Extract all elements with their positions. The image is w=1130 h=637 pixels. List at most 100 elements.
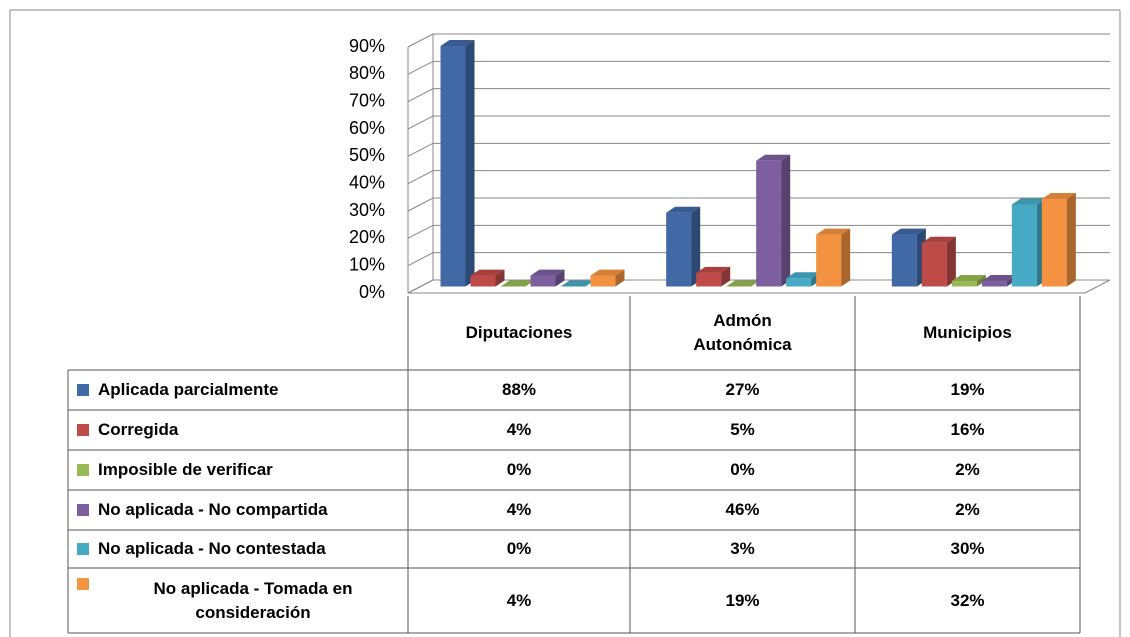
bar: [951, 281, 977, 287]
bar: [440, 45, 466, 287]
y-tick-label: 60%: [349, 118, 385, 138]
legend-key: [77, 384, 89, 396]
bar-top-shade: [816, 228, 851, 235]
value-label: 5%: [730, 420, 755, 439]
bar-top-shade: [1011, 198, 1046, 205]
legend-label: No aplicada - No contestada: [98, 539, 326, 558]
bar: [470, 275, 496, 287]
bar-side: [721, 266, 731, 287]
y-tick-label: 0%: [359, 282, 385, 302]
value-label: 19%: [950, 380, 985, 399]
y-tick-label: 20%: [349, 227, 385, 247]
bar-side: [691, 206, 701, 287]
bar-top: [696, 266, 731, 273]
value-label: 4%: [506, 420, 532, 439]
category-label: Diputaciones: [465, 323, 573, 342]
y-tick-label: 10%: [349, 254, 385, 274]
bar: [786, 278, 812, 287]
bar-side-shade: [1066, 193, 1076, 287]
value-label: 27%: [725, 380, 760, 399]
legend-key: [77, 504, 89, 516]
bar-side-shade: [946, 236, 956, 287]
bar-top-shade: [500, 280, 535, 287]
bar-side-shade: [781, 154, 791, 287]
value-label: 46%: [725, 500, 760, 519]
value-label: 3%: [730, 539, 755, 558]
bar-top-shade: [921, 236, 956, 243]
bar-top: [666, 206, 701, 213]
legend-label: No aplicada - Tomada en consideración: [153, 578, 353, 622]
bar: [816, 234, 842, 287]
bar-top: [726, 280, 761, 287]
bar-side: [946, 236, 956, 287]
legend-label: No aplicada - No compartida: [98, 500, 328, 519]
bar: [921, 242, 947, 287]
bar-top: [891, 228, 926, 235]
bar-top-shade: [1041, 193, 1076, 200]
bar: [590, 275, 616, 287]
bar-side: [976, 275, 986, 287]
bar-side: [495, 269, 505, 287]
value-label: 16%: [950, 420, 985, 439]
legend-key: [77, 543, 89, 555]
legend-key: [77, 578, 89, 590]
bar-top: [500, 280, 535, 287]
bar-top: [756, 154, 791, 161]
bar-side: [555, 269, 565, 287]
value-label: 2%: [955, 500, 980, 519]
bar-top: [530, 269, 565, 276]
bar-top: [440, 39, 475, 46]
y-tick-label: 40%: [349, 172, 385, 192]
value-label: 0%: [730, 460, 755, 479]
bar-top: [470, 269, 505, 276]
bar-top: [816, 228, 851, 235]
bar: [530, 275, 556, 287]
grid-line: [407, 142, 1110, 157]
bar-top: [1011, 198, 1046, 205]
bar-top-shade: [560, 280, 595, 287]
bar: [666, 212, 692, 287]
y-tick-label: 90%: [349, 36, 385, 56]
bar-top-shade: [981, 275, 1016, 282]
bar-side: [841, 228, 851, 287]
bar-top-shade: [786, 272, 821, 279]
bar-top: [560, 280, 595, 287]
bar-top: [786, 272, 821, 279]
bar-side-shade: [976, 275, 986, 287]
bar: [756, 160, 782, 287]
bar-side-shade: [841, 228, 851, 287]
category-label: Municipios: [923, 323, 1012, 342]
value-label: 4%: [506, 500, 532, 519]
y-tick-label: 30%: [349, 200, 385, 220]
bar-side-shade: [465, 39, 475, 287]
bar-top: [921, 236, 956, 243]
legend-label: Corregida: [98, 420, 179, 439]
bar-side: [781, 154, 791, 287]
bar-top-shade: [666, 206, 701, 213]
legend-key: [77, 464, 89, 476]
legend-key: [77, 424, 89, 436]
grid-line: [407, 33, 1110, 48]
y-tick-label: 50%: [349, 145, 385, 165]
grid-line: [407, 88, 1110, 103]
y-tick-label: 80%: [349, 63, 385, 83]
bar-top: [590, 269, 625, 276]
bar: [981, 281, 1007, 287]
floor: [407, 279, 1111, 294]
bar-top-shade: [951, 275, 986, 282]
legend-label: Aplicada parcialmente: [98, 380, 279, 399]
bar-side: [615, 269, 625, 287]
bar-side-shade: [555, 269, 565, 287]
bar-top: [981, 275, 1016, 282]
value-label: 88%: [501, 380, 537, 399]
bar-top: [1041, 193, 1076, 200]
bar-side: [465, 39, 475, 287]
bar-side-shade: [691, 206, 701, 287]
value-label: 4%: [506, 590, 532, 610]
value-label: 19%: [725, 590, 760, 610]
grid-line: [407, 115, 1110, 130]
grid-line: [407, 60, 1110, 75]
value-label: 2%: [955, 460, 980, 479]
